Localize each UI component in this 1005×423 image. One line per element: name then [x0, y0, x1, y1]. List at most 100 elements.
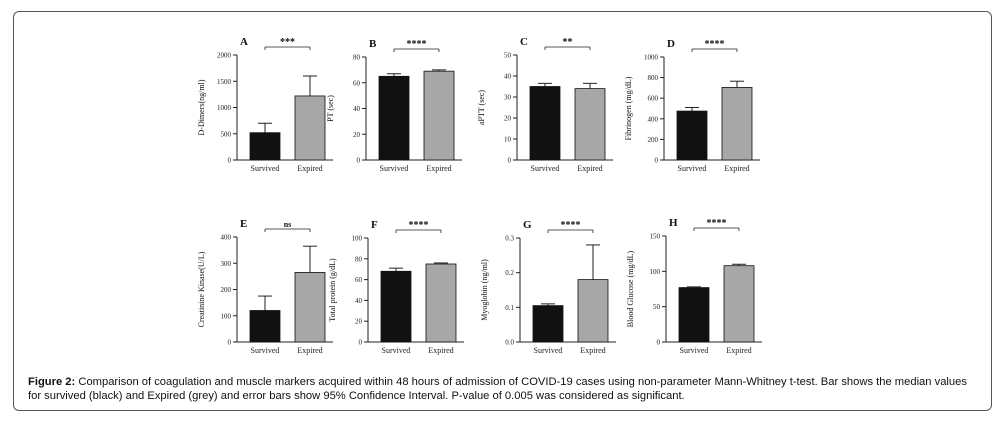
panel-g-letter: G: [523, 219, 532, 231]
panel-a-bar-survived: [249, 132, 281, 161]
figure-frame: [13, 11, 992, 411]
panel-h-y-tick-label: 0: [657, 339, 661, 347]
panel-a-significance: ***: [280, 37, 295, 48]
panel-d-y-tick-label: 200: [648, 136, 659, 144]
panel-g-y-title: Myoglobin (ng/ml): [480, 259, 489, 321]
panel-e-category-label: Survived: [251, 346, 280, 355]
panel-b-significance: ****: [407, 39, 427, 50]
panel-c-category-label: Expired: [577, 164, 602, 173]
panel-b-y-tick-label: 60: [353, 79, 361, 87]
panel-h-y-tick-label: 100: [650, 268, 661, 276]
panel-d-letter: D: [667, 38, 675, 50]
panel-a-y-tick-label: 1500: [217, 78, 232, 86]
panel-g-significance: ****: [561, 220, 581, 231]
panel-b-category-label: Expired: [426, 164, 451, 173]
panel-b-y-title: PT (sec): [326, 95, 335, 122]
panel-g-y-tick-label: 0.1: [505, 304, 514, 312]
panel-h-letter: H: [669, 217, 678, 229]
panel-h-category-label: Expired: [726, 346, 751, 355]
panel-c-bar-survived: [529, 86, 561, 161]
panel-c-y-tick-label: 20: [504, 115, 512, 123]
panel-d-significance: ****: [705, 39, 725, 50]
panel-g-y-tick-label: 0.2: [505, 269, 514, 277]
panel-f-y-tick-label: 20: [355, 318, 363, 326]
panel-c-y-title: aPTT (sec): [477, 90, 486, 126]
panel-a-category-label: Survived: [251, 164, 280, 173]
panel-g-y-tick-label: 0.3: [505, 235, 514, 243]
panel-c-bar-expired: [574, 88, 606, 161]
panel-f-y-tick-label: 0: [359, 339, 363, 347]
panel-h-bar-survived: [678, 287, 710, 343]
panel-d-y-tick-label: 600: [648, 95, 659, 103]
panel-a-category-label: Expired: [297, 164, 322, 173]
panel-h-y-title: Blood Glucose (mg/dL): [626, 250, 635, 327]
panel-e-letter: E: [240, 218, 247, 230]
panel-b-y-tick-label: 40: [353, 105, 361, 113]
panel-e-y-tick-label: 200: [221, 286, 232, 294]
panel-f-bar-expired: [425, 263, 457, 343]
panel-f-y-tick-label: 60: [355, 276, 363, 284]
panel-e-y-tick-label: 100: [221, 312, 232, 320]
panel-a-letter: A: [240, 36, 248, 48]
panel-c-y-tick-label: 40: [504, 73, 512, 81]
panel-b-letter: B: [369, 38, 377, 50]
panel-c-significance: **: [563, 37, 573, 48]
panel-b-bar-expired: [423, 70, 455, 161]
panel-f-y-tick-label: 40: [355, 297, 363, 305]
panel-f-y-title: Total protein (g/dL): [328, 258, 337, 322]
panel-b-y-tick-label: 20: [353, 131, 361, 139]
panel-e-category-label: Expired: [297, 346, 322, 355]
panel-d-category-label: Expired: [724, 164, 749, 173]
panel-d-y-tick-label: 400: [648, 115, 659, 123]
panel-a-bar-expired: [294, 95, 326, 161]
panel-d-y-tick-label: 800: [648, 74, 659, 82]
panel-e-significance: ns: [284, 220, 292, 229]
panel-c-y-tick-label: 0: [508, 157, 512, 165]
panel-d-category-label: Survived: [678, 164, 707, 173]
caption-text: Comparison of coagulation and muscle mar…: [28, 376, 967, 402]
panel-e-bar-expired: [294, 272, 326, 343]
panel-d-y-title: Fibrinogen (mg/dL): [624, 76, 633, 140]
panel-h-y-tick-label: 150: [650, 233, 661, 241]
panel-c-y-tick-label: 50: [504, 52, 512, 60]
panel-e-bar-survived: [249, 310, 281, 343]
panel-a-y-title: D-Dimers(ng/ml): [197, 79, 206, 135]
panel-f-y-tick-label: 100: [352, 235, 363, 243]
panel-h-significance: ****: [707, 218, 727, 229]
panel-c-letter: C: [520, 36, 528, 48]
panel-a-y-tick-label: 1000: [217, 104, 232, 112]
panel-f-category-label: Survived: [382, 346, 411, 355]
figure-caption: Figure 2: Comparison of coagulation and …: [28, 376, 973, 403]
panel-b-bar-survived: [378, 75, 410, 161]
panel-b-y-tick-label: 80: [353, 54, 361, 62]
panel-e-y-tick-label: 300: [221, 260, 232, 268]
panel-f-y-tick-label: 80: [355, 255, 363, 263]
panel-a-y-tick-label: 2000: [217, 52, 232, 60]
panel-f-letter: F: [371, 219, 378, 231]
panel-e-y-tick-label: 400: [221, 234, 232, 242]
panel-g-category-label: Survived: [534, 346, 563, 355]
panel-g-bar-expired: [577, 279, 609, 343]
panel-f-significance: ****: [409, 220, 429, 231]
panel-h-bar-expired: [723, 265, 755, 343]
panel-f-category-label: Expired: [428, 346, 453, 355]
panel-b-y-tick-label: 0: [357, 157, 361, 165]
panel-f-bar-survived: [380, 270, 412, 343]
panel-d-y-tick-label: 1000: [644, 54, 659, 62]
panel-c-y-tick-label: 10: [504, 136, 512, 144]
panel-c-category-label: Survived: [531, 164, 560, 173]
panel-g-category-label: Expired: [580, 346, 605, 355]
panel-a-y-tick-label: 500: [221, 130, 232, 138]
panel-a-y-tick-label: 0: [228, 157, 232, 165]
panel-h-category-label: Survived: [680, 346, 709, 355]
panel-d-y-tick-label: 0: [655, 157, 659, 165]
panel-c-y-tick-label: 30: [504, 94, 512, 102]
panel-g-y-tick-label: 0.0: [505, 339, 514, 347]
panel-d-bar-expired: [721, 86, 753, 161]
panel-h-y-tick-label: 50: [653, 303, 661, 311]
panel-b-category-label: Survived: [380, 164, 409, 173]
caption-label: Figure 2:: [28, 376, 76, 388]
panel-d-bar-survived: [676, 110, 708, 161]
panel-e-y-title: Creatinine Kinase(U/L): [197, 251, 206, 327]
